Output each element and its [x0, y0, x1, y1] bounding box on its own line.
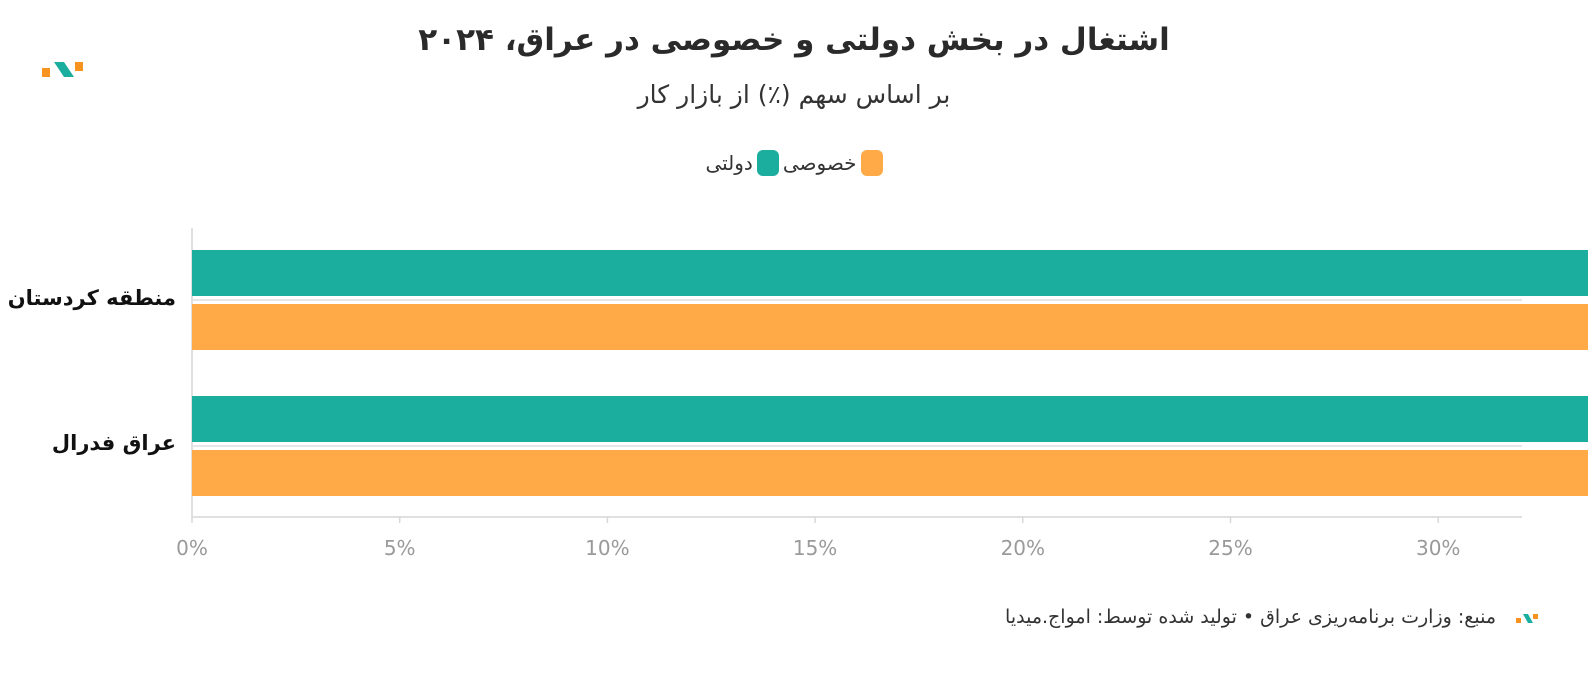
category-label-federal-iraq: عراق فدرال: [51, 431, 176, 455]
bar-government-0: [192, 250, 1588, 296]
legend-swatch-private: [860, 150, 883, 176]
source-footer: منبع: وزارت برنامه‌ریزی عراق • تولید شده…: [1005, 606, 1496, 628]
x-tick-label-4: 20%: [1001, 536, 1045, 560]
category-label-kurdistan: منطقه کردستان: [7, 286, 176, 310]
x-tick-label-0: 0%: [176, 536, 208, 560]
legend-item-private[interactable]: خصوصی: [783, 150, 883, 176]
legend: خصوصی دولتی: [0, 150, 1588, 176]
x-tick-label-1: 5%: [384, 536, 416, 560]
brand-logo-icon: [42, 62, 83, 77]
legend-swatch-government: [756, 150, 779, 176]
legend-item-government[interactable]: دولتی: [705, 150, 779, 176]
x-tick-label-2: 10%: [585, 536, 629, 560]
x-tick-label-6: 30%: [1416, 536, 1460, 560]
x-tick-label-5: 25%: [1208, 536, 1252, 560]
legend-label-government: دولتی: [705, 151, 753, 175]
bar-government-1: [192, 396, 1588, 442]
chart-subtitle: بر اساس سهم (٪) از بازار کار: [637, 80, 951, 109]
bar-private-0: [192, 304, 1588, 350]
bar-private-1: [192, 450, 1588, 496]
chart-title: اشتغال در بخش دولتی و خصوصی در عراق، ۲۰۲…: [418, 22, 1170, 58]
footer-logo-icon: [1516, 614, 1538, 623]
legend-label-private: خصوصی: [782, 151, 857, 175]
x-tick-label-3: 15%: [793, 536, 837, 560]
